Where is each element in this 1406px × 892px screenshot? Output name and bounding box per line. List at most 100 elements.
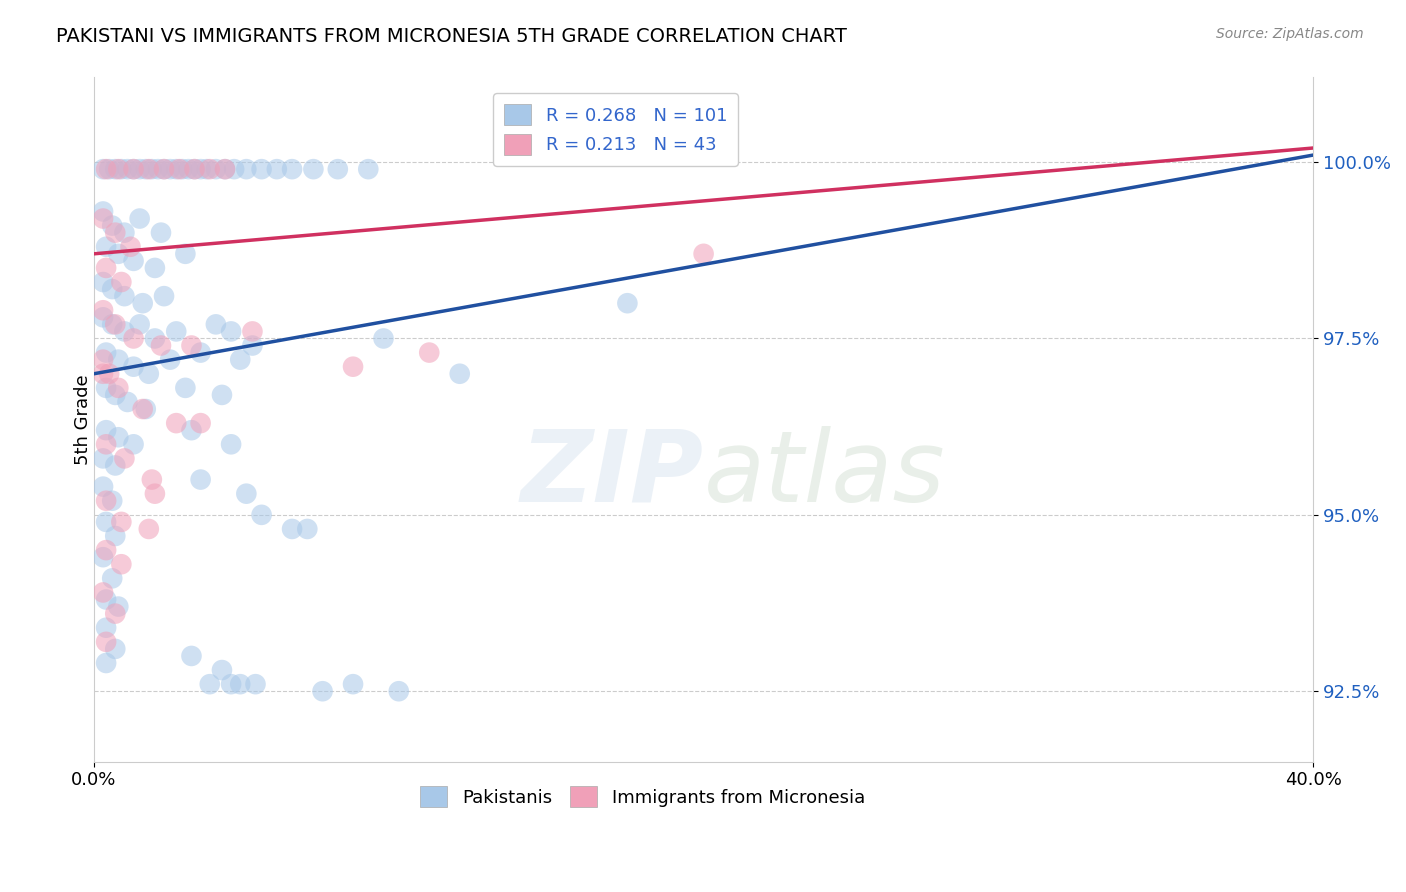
Point	[104, 162, 127, 177]
Point	[190, 416, 212, 430]
Point	[281, 162, 304, 177]
Point	[122, 359, 145, 374]
Text: ZIP: ZIP	[520, 425, 703, 523]
Point	[91, 550, 114, 565]
Point	[122, 253, 145, 268]
Point	[159, 352, 181, 367]
Point	[143, 331, 166, 345]
Point	[297, 522, 319, 536]
Point	[91, 352, 114, 367]
Point	[91, 275, 114, 289]
Point	[135, 162, 157, 177]
Y-axis label: 5th Grade: 5th Grade	[75, 375, 91, 465]
Point	[219, 677, 242, 691]
Point	[91, 480, 114, 494]
Point	[94, 437, 117, 451]
Point	[153, 162, 176, 177]
Point	[107, 381, 129, 395]
Point	[302, 162, 325, 177]
Point	[101, 318, 124, 332]
Point	[235, 162, 257, 177]
Point	[177, 162, 200, 177]
Point	[357, 162, 380, 177]
Point	[342, 677, 364, 691]
Point	[153, 162, 176, 177]
Point	[190, 345, 212, 359]
Point	[91, 310, 114, 325]
Point	[94, 423, 117, 437]
Point	[135, 402, 157, 417]
Point	[122, 162, 145, 177]
Point	[131, 402, 153, 417]
Point	[104, 226, 127, 240]
Point	[91, 585, 114, 599]
Point	[198, 677, 221, 691]
Point	[94, 381, 117, 395]
Text: Source: ZipAtlas.com: Source: ZipAtlas.com	[1216, 27, 1364, 41]
Point	[110, 558, 132, 572]
Point	[224, 162, 246, 177]
Point	[195, 162, 218, 177]
Point	[180, 648, 202, 663]
Point	[117, 162, 139, 177]
Point	[205, 162, 228, 177]
Point	[211, 663, 233, 677]
Point	[143, 486, 166, 500]
Point	[104, 607, 127, 621]
Point	[172, 162, 194, 177]
Point	[94, 345, 117, 359]
Point	[94, 493, 117, 508]
Point	[128, 162, 150, 177]
Point	[98, 367, 121, 381]
Point	[110, 275, 132, 289]
Point	[198, 162, 221, 177]
Point	[235, 486, 257, 500]
Point	[107, 247, 129, 261]
Point	[122, 437, 145, 451]
Point	[112, 226, 135, 240]
Point	[242, 325, 264, 339]
Point	[692, 247, 714, 261]
Point	[128, 211, 150, 226]
Point	[112, 451, 135, 466]
Point	[281, 522, 304, 536]
Point	[101, 571, 124, 585]
Point	[91, 451, 114, 466]
Point	[91, 162, 114, 177]
Point	[146, 162, 169, 177]
Point	[107, 599, 129, 614]
Point	[138, 522, 160, 536]
Point	[131, 296, 153, 310]
Point	[245, 677, 267, 691]
Point	[141, 162, 163, 177]
Point	[110, 515, 132, 529]
Point	[122, 162, 145, 177]
Point	[101, 219, 124, 233]
Point	[104, 641, 127, 656]
Point	[190, 473, 212, 487]
Point	[107, 352, 129, 367]
Point	[104, 458, 127, 473]
Point	[229, 677, 252, 691]
Point	[94, 543, 117, 558]
Point	[250, 508, 273, 522]
Point	[101, 493, 124, 508]
Text: atlas: atlas	[703, 425, 945, 523]
Point	[266, 162, 288, 177]
Point	[180, 423, 202, 437]
Point	[104, 318, 127, 332]
Point	[159, 162, 181, 177]
Point	[120, 240, 142, 254]
Point	[107, 162, 129, 177]
Point	[174, 381, 197, 395]
Point	[91, 303, 114, 318]
Point	[110, 162, 132, 177]
Point	[219, 437, 242, 451]
Point	[449, 367, 471, 381]
Point	[150, 226, 173, 240]
Point	[229, 352, 252, 367]
Point	[117, 395, 139, 409]
Point	[101, 282, 124, 296]
Point	[94, 162, 117, 177]
Point	[94, 240, 117, 254]
